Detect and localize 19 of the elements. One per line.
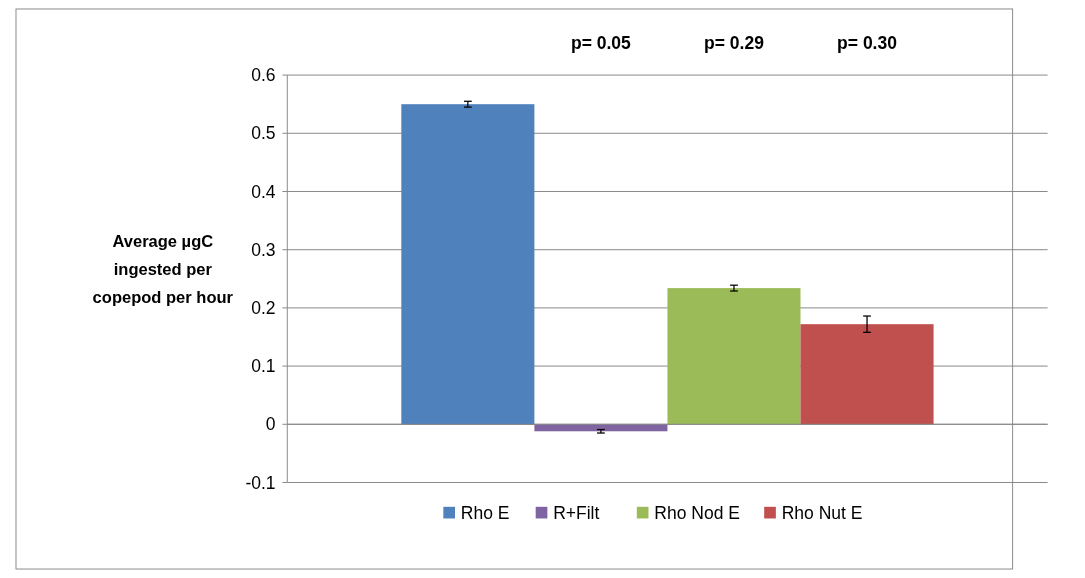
y-tick-label: 0.2 <box>251 298 276 319</box>
bar <box>800 324 934 425</box>
legend-label: Rho Nut E <box>781 502 863 523</box>
y-tick-label: -0.1 <box>245 472 276 493</box>
legend-label: Rho E <box>460 502 510 523</box>
text: p= 0.30 <box>837 32 898 53</box>
bar <box>667 288 801 425</box>
text: p= 0.29 <box>704 32 765 53</box>
y-tick-label: 0.4 <box>251 181 276 202</box>
text: p= 0.05 <box>570 32 632 53</box>
bar <box>401 104 535 425</box>
legend-label: R+Filt <box>553 502 600 523</box>
y-tick-label: 0 <box>265 414 276 435</box>
y-tick-label: 0.3 <box>251 239 276 260</box>
y-tick-label: 0.5 <box>251 123 276 144</box>
legend-label: Rho Nod E <box>654 502 740 523</box>
y-tick-label: 0.1 <box>251 356 276 377</box>
y-axis-title: Average µgC ingested per copepod per hour <box>92 231 234 308</box>
y-tick-label: 0.6 <box>251 65 276 86</box>
